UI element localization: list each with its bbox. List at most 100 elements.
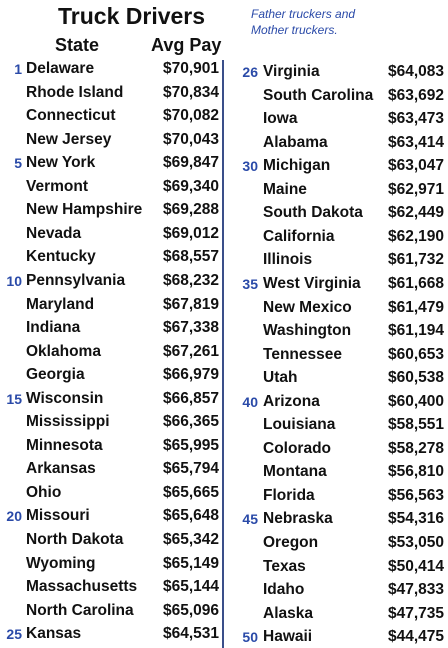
pay: $70,043 xyxy=(162,130,219,148)
state: Washington xyxy=(263,322,352,340)
state: Missouri xyxy=(26,507,90,525)
state: Rhode Island xyxy=(26,83,124,101)
pay: $62,449 xyxy=(387,204,444,222)
state: Mississippi xyxy=(26,413,110,431)
pay: $62,971 xyxy=(387,180,444,198)
state: Alaska xyxy=(263,604,313,622)
rank: 15 xyxy=(6,390,22,407)
state: Florida xyxy=(263,486,315,504)
pay: $65,342 xyxy=(162,531,219,548)
pay: $70,834 xyxy=(162,83,219,101)
pay: $63,414 xyxy=(387,133,444,151)
state: South Carolina xyxy=(263,86,374,104)
pay: $64,083 xyxy=(387,63,444,80)
state: Minnesota xyxy=(26,436,103,454)
state: Indiana xyxy=(26,319,81,337)
pay: $65,096 xyxy=(162,601,219,619)
state: Maryland xyxy=(26,295,95,313)
pay: $66,365 xyxy=(162,413,219,431)
state: Idaho xyxy=(263,581,305,599)
pay: $65,648 xyxy=(162,507,219,525)
rank: 35 xyxy=(242,275,258,292)
state: South Dakota xyxy=(263,204,363,222)
state: Alabama xyxy=(263,133,328,151)
state: Nebraska xyxy=(263,510,333,528)
pay: $70,082 xyxy=(162,107,219,125)
pay: $50,414 xyxy=(387,557,444,575)
rank: 10 xyxy=(6,272,22,289)
state: Nevada xyxy=(26,224,82,242)
pay: $61,194 xyxy=(387,322,444,340)
pay: $67,261 xyxy=(162,342,219,360)
pay: $68,557 xyxy=(162,248,219,266)
state: Louisiana xyxy=(263,416,336,434)
state: Oregon xyxy=(263,534,319,551)
state: New Jersey xyxy=(26,130,112,148)
pay: $67,338 xyxy=(162,319,219,337)
pay: $69,847 xyxy=(162,154,219,172)
state: Massachusetts xyxy=(26,578,138,596)
state: Pennsylvania xyxy=(26,271,126,289)
column-header: Avg Pay xyxy=(151,35,222,55)
note: Father truckers and xyxy=(251,7,356,21)
pay: $47,735 xyxy=(387,604,444,622)
state: North Dakota xyxy=(26,531,124,548)
state: Texas xyxy=(263,557,306,575)
title: Truck Drivers xyxy=(58,3,206,29)
state: Delaware xyxy=(26,60,95,77)
pay: $66,857 xyxy=(162,389,219,407)
pay: $66,979 xyxy=(162,366,219,384)
pay: $44,475 xyxy=(387,628,444,646)
note: Mother truckers. xyxy=(251,23,338,37)
rank: 30 xyxy=(242,158,258,175)
divider xyxy=(222,60,224,648)
state: Maine xyxy=(263,180,307,198)
state: Iowa xyxy=(263,110,298,128)
state: Montana xyxy=(263,463,327,481)
pay: $60,538 xyxy=(387,369,444,387)
column-header: State xyxy=(55,35,100,55)
rank: 1 xyxy=(14,61,22,77)
state: Vermont xyxy=(26,177,89,195)
state: Arkansas xyxy=(26,460,96,478)
state: Virginia xyxy=(263,63,320,80)
pay: $56,810 xyxy=(387,463,444,481)
rank: 5 xyxy=(14,155,22,172)
state: Ohio xyxy=(26,483,62,501)
rank: 50 xyxy=(242,629,258,646)
pay: $63,692 xyxy=(387,86,444,104)
pay: $65,149 xyxy=(162,554,219,572)
rank: 20 xyxy=(6,508,22,525)
pay: $60,400 xyxy=(387,392,444,410)
state: North Carolina xyxy=(26,601,134,619)
state: New Hampshire xyxy=(26,201,143,219)
state: West Virginia xyxy=(263,274,361,292)
pay: $58,551 xyxy=(387,416,444,434)
state: Illinois xyxy=(263,251,313,269)
state: Utah xyxy=(263,369,298,387)
state: Kentucky xyxy=(26,248,96,266)
pay: $54,316 xyxy=(387,510,444,528)
pay: $64,531 xyxy=(162,625,219,643)
pay: $60,653 xyxy=(387,345,444,363)
pay: $65,144 xyxy=(162,578,219,596)
rank: 26 xyxy=(242,64,258,80)
pay: $68,232 xyxy=(162,271,219,289)
state: Connecticut xyxy=(26,107,116,125)
pay: $47,833 xyxy=(387,581,444,599)
state: New York xyxy=(26,154,96,172)
pay: $56,563 xyxy=(387,486,444,504)
state: Wisconsin xyxy=(26,389,104,407)
state: Arizona xyxy=(263,392,320,410)
state: Wyoming xyxy=(26,554,96,572)
pay: $63,473 xyxy=(387,110,444,128)
pay: $65,665 xyxy=(162,483,219,501)
state: New Mexico xyxy=(263,298,352,316)
pay: $69,288 xyxy=(162,201,219,219)
pay: $62,190 xyxy=(387,227,444,245)
state: Georgia xyxy=(26,366,85,384)
pay: $53,050 xyxy=(387,534,444,551)
state: Tennessee xyxy=(263,345,342,363)
pay: $61,668 xyxy=(387,274,444,292)
